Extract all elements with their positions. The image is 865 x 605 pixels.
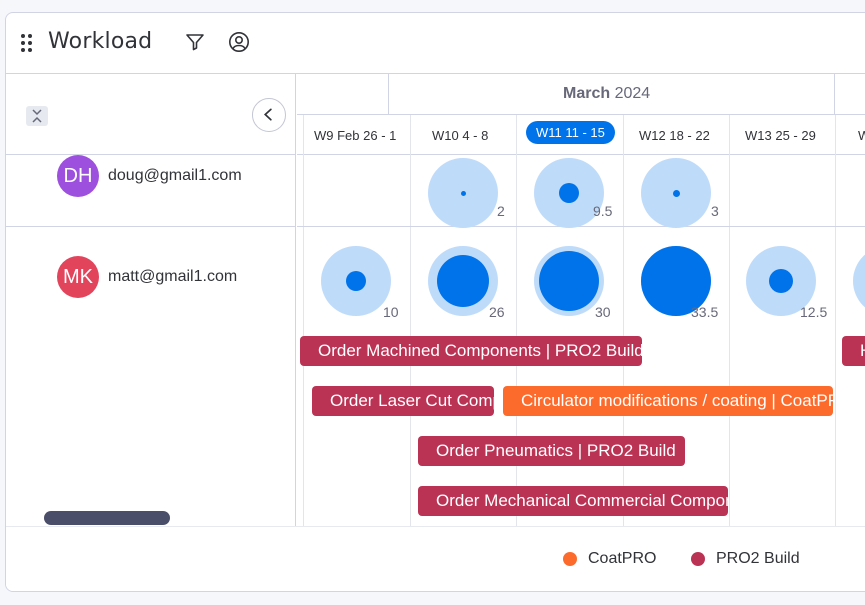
collapse-all-icon[interactable]: [26, 106, 48, 126]
week-label-w9[interactable]: W9 Feb 26 - 1: [314, 128, 397, 143]
workload-widget: Workload DH doug@gmail1.com MK mat: [5, 12, 865, 592]
horizontal-scrollbar[interactable]: [44, 511, 170, 525]
legend-dot-coatpro: [563, 552, 577, 566]
workload-fill: [346, 271, 366, 291]
avatar-matt[interactable]: MK: [57, 256, 99, 298]
row-divider: [297, 226, 865, 227]
collapse-panel-button[interactable]: [252, 98, 286, 132]
workload-bubble[interactable]: [641, 246, 711, 316]
people-column: DH doug@gmail1.com MK matt@gmail1.com: [6, 74, 296, 526]
workload-bubble[interactable]: [746, 246, 816, 316]
workload-bubble[interactable]: [428, 246, 498, 316]
legend-label-coatpro: CoatPRO: [588, 550, 657, 567]
week-column-line: [729, 115, 730, 526]
week-column-line: [623, 115, 624, 526]
person-icon[interactable]: [228, 31, 250, 53]
task-bar[interactable]: H: [842, 336, 865, 366]
task-bar[interactable]: Order Machined Components | PRO2 Build: [300, 336, 642, 366]
workload-bubble[interactable]: [534, 246, 604, 316]
month-label: March 2024: [563, 85, 651, 102]
workload-bubble[interactable]: [321, 246, 391, 316]
row-divider: [6, 226, 295, 227]
task-bar[interactable]: Order Pneumatics | PRO2 Build: [418, 436, 685, 466]
filter-icon[interactable]: [185, 32, 205, 52]
workload-value: 33.5: [691, 304, 719, 320]
month-divider: [834, 74, 835, 115]
person-email-doug: doug@gmail1.com: [108, 167, 242, 184]
drag-handle-icon[interactable]: [20, 33, 34, 53]
chevron-left-icon: [263, 108, 272, 121]
week-header: W9 Feb 26 - 1 W10 4 - 8 W11 11 - 15 W12 …: [297, 115, 865, 155]
month-header: March 2024: [297, 74, 865, 115]
workload-value: 9.5: [593, 203, 613, 219]
workload-value: 3: [711, 203, 719, 219]
workload-fill: [641, 246, 711, 316]
timeline-grid: March 2024 W9 Feb 26 - 1 W10 4 - 8 W11 1…: [297, 74, 865, 526]
week-label-w10[interactable]: W10 4 - 8: [432, 128, 489, 143]
avatar-doug[interactable]: DH: [57, 155, 99, 197]
person-email-matt: matt@gmail1.com: [108, 268, 238, 285]
widget-title: Workload: [48, 29, 153, 54]
workload-fill: [460, 190, 466, 196]
task-bar[interactable]: Order Mechanical Commercial Components: [418, 486, 728, 516]
workload-value: 2: [497, 203, 505, 219]
month-divider: [388, 74, 389, 115]
workload-bubble[interactable]: [853, 246, 865, 316]
legend-label-pro2: PRO2 Build: [716, 550, 800, 567]
workload-value: 10: [383, 304, 399, 320]
legend-dot-pro2: [691, 552, 705, 566]
workload-value: 30: [595, 304, 611, 320]
week-label-w13[interactable]: W13 25 - 29: [745, 128, 816, 143]
task-bar[interactable]: Circulator modifications / coating | Coa…: [503, 386, 833, 416]
workload-fill: [672, 189, 680, 197]
week-column-line: [835, 115, 836, 526]
workload-bubble[interactable]: [428, 158, 498, 228]
workload-fill: [437, 255, 489, 307]
week-label-w11-current[interactable]: W11 11 - 15: [526, 121, 615, 144]
workload-fill: [539, 251, 599, 311]
workload-fill: [559, 183, 579, 203]
week-label-w14[interactable]: W: [858, 128, 865, 143]
workload-bubble[interactable]: [534, 158, 604, 228]
workload-value: 12.5: [800, 304, 828, 320]
week-column-line: [410, 115, 411, 526]
task-bar[interactable]: Order Laser Cut Components: [312, 386, 494, 416]
workload-value: 26: [489, 304, 505, 320]
workload-fill: [769, 269, 793, 293]
week-column-line: [516, 115, 517, 526]
widget-header: Workload: [6, 13, 865, 74]
week-label-w12[interactable]: W12 18 - 22: [639, 128, 710, 143]
workload-bubble[interactable]: [641, 158, 711, 228]
legend-footer: CoatPRO PRO2 Build: [6, 526, 865, 591]
people-column-header: [6, 74, 295, 155]
week-column-line: [303, 115, 304, 526]
